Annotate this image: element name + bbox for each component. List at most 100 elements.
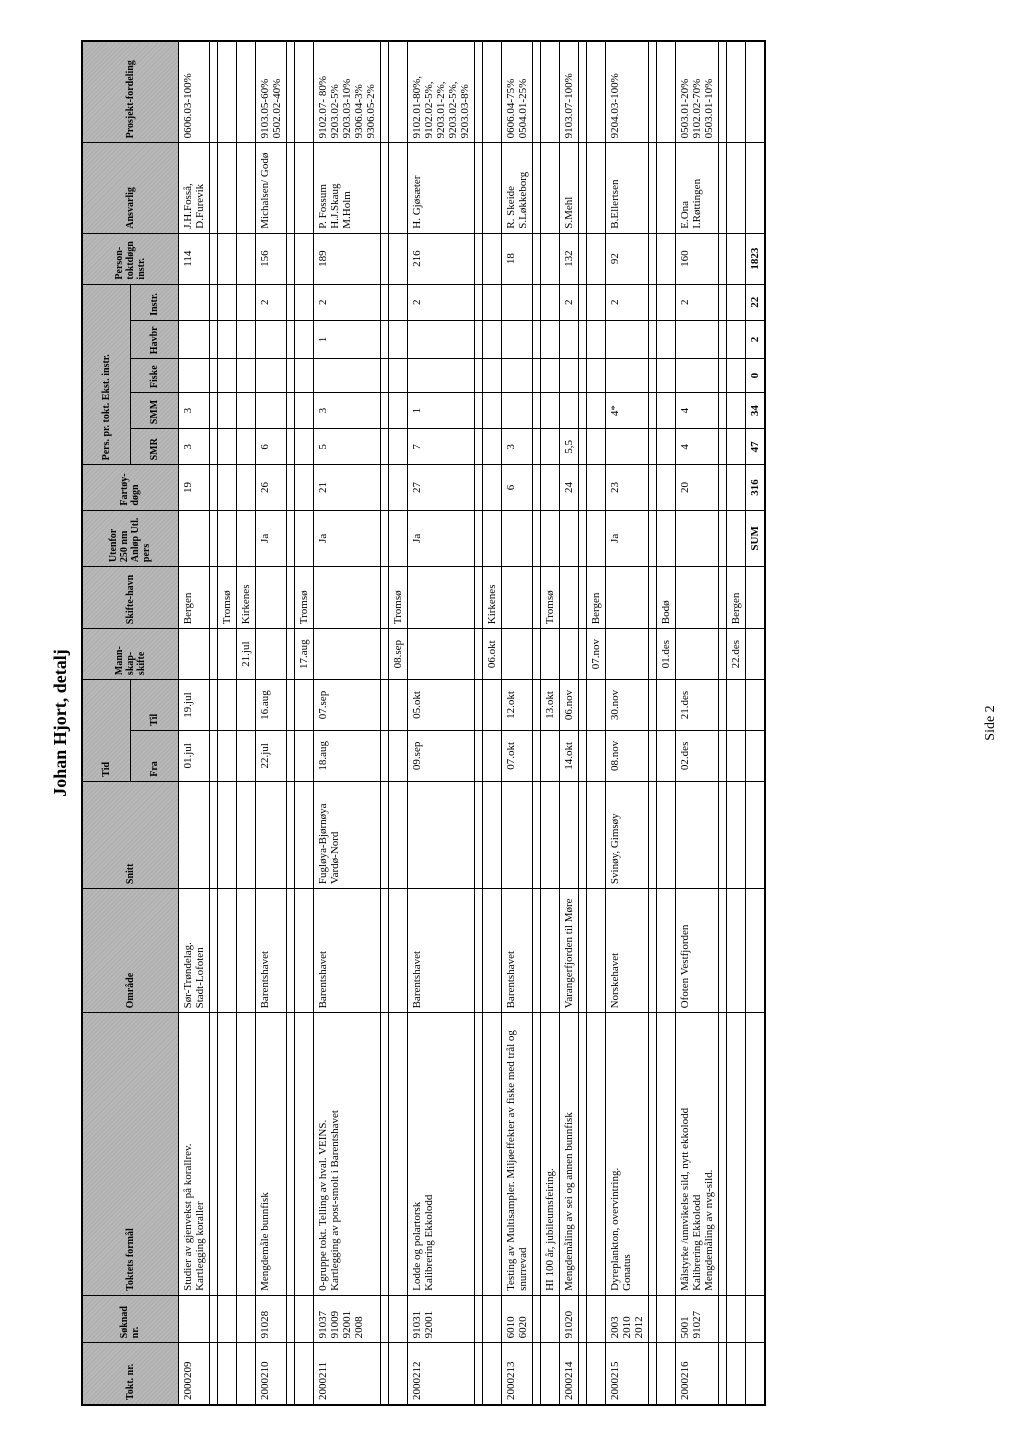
cell-ptd [726, 233, 745, 284]
cell-ut [586, 510, 605, 567]
sep-cell [532, 393, 540, 429]
sep-cell [578, 629, 586, 680]
colgrp-tid: Tid [82, 680, 130, 782]
cell-smr: 4 [675, 429, 718, 465]
cell-proj [726, 41, 745, 143]
cell-ansv: J.H.Fosså,D.Furevik [178, 143, 209, 233]
sep-cell [532, 1295, 540, 1342]
cell-fd: 24 [559, 465, 578, 510]
sep-cell [286, 429, 294, 465]
sep-cell [474, 1343, 482, 1405]
sep-cell [578, 429, 586, 465]
cell-skift: Tromsø [294, 567, 313, 629]
sep-cell [718, 781, 726, 888]
cell-ut [501, 510, 532, 567]
cell-tokt [388, 1343, 407, 1405]
cruise-table: Tokt. nr. Søknad nr. Toktets formål Områ… [81, 40, 766, 1406]
cell-tokt: 2000210 [255, 1343, 286, 1405]
cell-havbr [217, 320, 236, 358]
cell-ptd: 92 [605, 233, 648, 284]
cell-ptd: 189 [313, 233, 380, 284]
cell-skift [407, 567, 474, 629]
sep-cell [532, 359, 540, 393]
sep-cell [286, 781, 294, 888]
cell-smr: 6 [255, 429, 286, 465]
cell-tokt [294, 1343, 313, 1405]
col-smm: SMM [130, 393, 178, 429]
sum-cell [745, 730, 765, 781]
cell-fisk [255, 359, 286, 393]
cell-mann: 21.jul [236, 629, 255, 680]
cell-smm [294, 393, 313, 429]
cell-til: 16.aug [255, 680, 286, 731]
sep-cell [532, 567, 540, 629]
col-ansv: Ansvarlig [82, 143, 178, 233]
cell-til: 12.okt [501, 680, 532, 731]
sep-cell [209, 143, 217, 233]
cell-tokt [482, 1343, 501, 1405]
cell-tokt [217, 1343, 236, 1405]
cell-sok: 60106020 [501, 1295, 532, 1342]
cell-havbr [178, 320, 209, 358]
cell-mann: 01.des [656, 629, 675, 680]
cell-ansv [540, 143, 559, 233]
cell-fra [540, 730, 559, 781]
cell-smr [605, 429, 648, 465]
cell-proj [482, 41, 501, 143]
sum-row: SUM316473402221823 [745, 41, 765, 1405]
cell-smr [217, 429, 236, 465]
cell-proj: 0606.03-100% [178, 41, 209, 143]
cell-mann [605, 629, 648, 680]
cell-ansv: H. Gjøsæter [407, 143, 474, 233]
cell-smm [255, 393, 286, 429]
sep-cell [380, 359, 388, 393]
sep-cell [286, 629, 294, 680]
cell-ptd: 132 [559, 233, 578, 284]
cell-sok [236, 1295, 255, 1342]
cell-mann [675, 629, 718, 680]
cell-instr: 2 [313, 284, 380, 320]
cell-til: 05.okt [407, 680, 474, 731]
cell-snitt [217, 781, 236, 888]
cell-omr [217, 889, 236, 1013]
cell-ansv [586, 143, 605, 233]
cell-tokt: 2000216 [675, 1343, 718, 1405]
table-head: Tokt. nr. Søknad nr. Toktets formål Områ… [82, 41, 178, 1405]
cell-fisk [407, 359, 474, 393]
sep-cell [380, 143, 388, 233]
cell-proj [217, 41, 236, 143]
sep-cell [380, 680, 388, 731]
sum-cell [745, 41, 765, 143]
sep-cell [718, 629, 726, 680]
cell-snitt [656, 781, 675, 888]
cell-snitt [726, 781, 745, 888]
cell-sok [540, 1295, 559, 1342]
sep-cell [718, 429, 726, 465]
cell-mann [178, 629, 209, 680]
cell-ptd [294, 233, 313, 284]
cell-smr [540, 429, 559, 465]
cell-omr: Barentshavet [313, 889, 380, 1013]
cell-skift: Kirkenes [482, 567, 501, 629]
cell-smm: 1 [407, 393, 474, 429]
cell-fra: 09.sep [407, 730, 474, 781]
cell-proj [294, 41, 313, 143]
cell-formal [217, 1013, 236, 1296]
cell-mann [559, 629, 578, 680]
cell-ansv [388, 143, 407, 233]
cell-smr: 5,5 [559, 429, 578, 465]
cell-proj: 9204.03-100% [605, 41, 648, 143]
cell-til: 19.jul [178, 680, 209, 731]
cell-tokt: 2000209 [178, 1343, 209, 1405]
sep-cell [209, 567, 217, 629]
table-row [578, 41, 586, 1405]
cell-fisk [294, 359, 313, 393]
sum-cell: 1823 [745, 233, 765, 284]
cell-havbr [482, 320, 501, 358]
cell-til [586, 680, 605, 731]
cell-ut [675, 510, 718, 567]
cell-tokt [236, 1343, 255, 1405]
cell-til [217, 680, 236, 731]
cell-snitt [559, 781, 578, 888]
cell-ut: Ja [313, 510, 380, 567]
